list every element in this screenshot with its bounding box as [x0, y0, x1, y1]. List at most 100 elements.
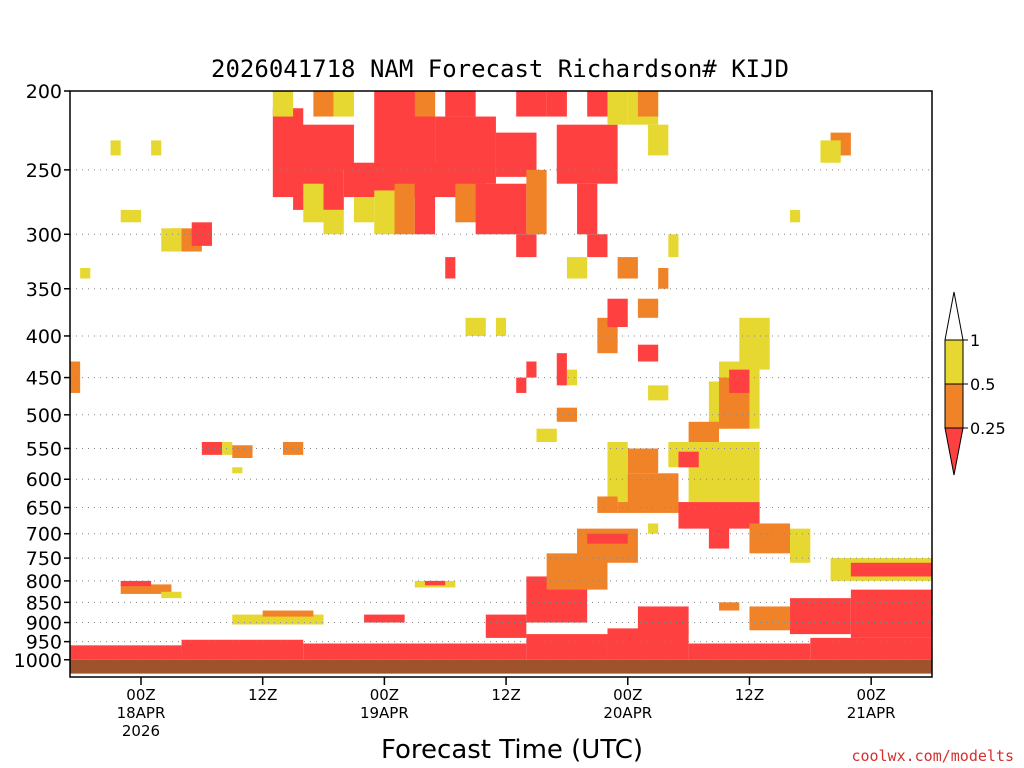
- heatmap-cell: [688, 643, 811, 660]
- y-tick-label: 900: [26, 613, 62, 635]
- heatmap-cell: [222, 442, 233, 455]
- heatmap-cell: [485, 614, 527, 638]
- legend-label: 1: [970, 331, 980, 350]
- heatmap-cell: [597, 496, 618, 513]
- heatmap-cell: [313, 91, 334, 117]
- heatmap-cell: [303, 643, 527, 660]
- heatmap-cell: [323, 209, 344, 235]
- heatmap-cell: [556, 407, 578, 422]
- x-tick-label: 2026: [122, 722, 160, 740]
- heatmap-cell: [678, 451, 699, 468]
- heatmap-cell: [516, 234, 537, 258]
- heatmap-cell: [120, 209, 141, 223]
- y-tick-label: 550: [26, 438, 62, 460]
- heatmap-cell: [850, 562, 932, 577]
- heatmap-cell: [364, 614, 405, 623]
- legend-label: 0.25: [970, 419, 1006, 438]
- heatmap-cell: [262, 610, 314, 617]
- heatmap-cell: [445, 257, 456, 279]
- heatmap-cell: [232, 614, 324, 625]
- heatmap-cell: [850, 589, 932, 638]
- legend-label: 0.5: [970, 375, 995, 394]
- x-tick-label: 12Z: [491, 686, 520, 704]
- heatmap-cell: [374, 190, 395, 235]
- y-tick-label: 250: [26, 160, 62, 182]
- heatmap-cell: [110, 140, 121, 156]
- heatmap-cell: [445, 91, 476, 117]
- heatmap-cell: [688, 442, 760, 503]
- plot-frame: [69, 90, 933, 678]
- heatmap-cell: [333, 91, 354, 117]
- heatmap-cell: [658, 267, 669, 289]
- heatmap-cell: [790, 598, 851, 635]
- heatmap-cell: [820, 140, 841, 163]
- chart-title: 2026041718 NAM Forecast Richardson# KIJD: [211, 55, 789, 83]
- heatmap-cell: [637, 91, 659, 117]
- heatmap-cell: [161, 591, 182, 599]
- heatmap-cell: [556, 353, 567, 386]
- x-tick-label: 00Z: [126, 686, 155, 704]
- heatmap-cell: [637, 606, 689, 635]
- x-axis-label: Forecast Time (UTC): [381, 735, 643, 765]
- heatmap-cell: [151, 140, 162, 156]
- y-tick-label: 300: [26, 224, 62, 246]
- heatmap-cells: [70, 91, 932, 674]
- heatmap-cell: [688, 421, 720, 443]
- x-tick-label: 12Z: [735, 686, 764, 704]
- heatmap-cell: [201, 442, 223, 455]
- y-tick-label: 450: [26, 368, 62, 390]
- x-tick-label: 18APR: [117, 704, 166, 722]
- y-tick-label: 950: [26, 632, 62, 654]
- y-tick-label: 650: [26, 498, 62, 520]
- heatmap-cell: [526, 169, 547, 235]
- heatmap-cell: [191, 222, 212, 246]
- heatmap-cell: [668, 234, 679, 258]
- heatmap-cell: [120, 584, 172, 594]
- y-tick-label: 500: [26, 405, 62, 427]
- heatmap-cell: [120, 580, 152, 587]
- heatmap-cell: [161, 228, 182, 252]
- heatmap-cell: [577, 183, 598, 235]
- heatmap-cell: [739, 317, 770, 370]
- legend-swatch: [944, 339, 964, 385]
- x-tick-label: 21APR: [847, 704, 896, 722]
- heatmap-cell: [637, 298, 659, 318]
- y-tick-label: 850: [26, 592, 62, 614]
- heatmap-cell: [790, 209, 801, 223]
- heatmap-cell: [637, 344, 659, 362]
- x-tick-label: 00Z: [856, 686, 885, 704]
- heatmap-cell: [648, 523, 659, 534]
- x-tick-label: 19APR: [360, 704, 409, 722]
- heatmap-cell: [293, 124, 354, 170]
- heatmap-cell: [749, 606, 791, 631]
- y-tick-label: 350: [26, 279, 62, 301]
- y-tick-label: 600: [26, 469, 62, 491]
- y-tick-label: 400: [26, 326, 62, 348]
- heatmap-cell: [70, 659, 932, 674]
- heatmap-cell: [303, 183, 324, 223]
- heatmap-cell: [587, 91, 608, 117]
- heatmap-cell: [790, 528, 811, 563]
- heatmap-cell: [708, 507, 730, 549]
- heatmap-cell: [648, 124, 669, 156]
- heatmap-cell: [414, 91, 436, 117]
- heatmap-cell: [232, 445, 253, 458]
- y-tick-label: 700: [26, 524, 62, 546]
- heatmap-cell: [607, 442, 628, 503]
- heatmap-cell: [617, 257, 638, 279]
- legend-swatch: [944, 427, 964, 476]
- y-tick-label: 750: [26, 548, 62, 570]
- heatmap-cell: [80, 267, 91, 279]
- heatmap-cell: [232, 467, 243, 474]
- heatmap-cell: [435, 116, 496, 184]
- heatmap-cell: [810, 637, 932, 660]
- y-axis: 200 250 300 350 400 450 500 550 600 650 7007508008…: [14, 81, 70, 672]
- heatmap-cell: [475, 183, 527, 235]
- heatmap-cell: [516, 377, 527, 393]
- heatmap-cell: [495, 317, 507, 336]
- heatmap-cell: [566, 369, 578, 386]
- heatmap-cell: [465, 317, 486, 336]
- x-tick-label: 12Z: [248, 686, 277, 704]
- heatmap-cell: [424, 580, 446, 586]
